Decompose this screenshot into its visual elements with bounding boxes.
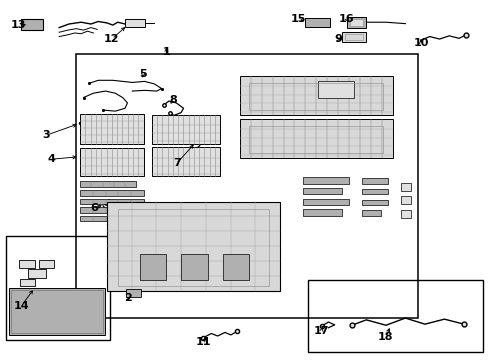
Bar	[317, 81, 353, 98]
Text: 3: 3	[42, 130, 50, 140]
Bar	[249, 83, 383, 110]
Bar	[80, 114, 143, 144]
Bar	[152, 115, 220, 144]
Text: 13: 13	[11, 20, 26, 30]
Bar	[181, 253, 207, 280]
Bar	[39, 260, 54, 268]
Bar	[80, 181, 136, 187]
Text: 8: 8	[168, 95, 176, 105]
Text: 7: 7	[173, 158, 181, 168]
Bar	[349, 19, 363, 26]
Text: 17: 17	[313, 325, 328, 336]
Text: 12: 12	[104, 34, 120, 44]
Bar	[140, 253, 166, 280]
Text: 14: 14	[14, 301, 29, 311]
Text: 1: 1	[163, 47, 170, 57]
Text: 2: 2	[124, 293, 132, 303]
Text: 4: 4	[47, 154, 55, 164]
Bar	[21, 19, 43, 30]
Bar	[152, 147, 220, 176]
Bar	[344, 34, 363, 40]
Bar	[126, 289, 141, 297]
Bar	[249, 126, 383, 153]
Bar	[303, 199, 348, 205]
Bar	[400, 183, 410, 191]
Bar	[303, 177, 348, 184]
Text: 9: 9	[333, 34, 342, 44]
Bar	[20, 279, 35, 286]
Bar	[19, 260, 35, 268]
Bar	[118, 209, 268, 286]
Bar	[307, 280, 483, 352]
Bar	[11, 290, 102, 333]
Bar	[361, 200, 387, 205]
Bar	[361, 211, 380, 216]
Bar	[80, 216, 143, 221]
Bar	[5, 235, 110, 339]
Bar	[27, 269, 46, 278]
Text: 18: 18	[377, 332, 393, 342]
Bar	[222, 253, 249, 280]
Bar	[107, 202, 280, 291]
Text: 15: 15	[290, 14, 305, 24]
Text: 6: 6	[90, 203, 98, 213]
Bar	[305, 18, 329, 27]
Bar	[9, 288, 104, 335]
Bar	[361, 178, 387, 184]
Bar	[239, 119, 392, 158]
Bar	[80, 190, 143, 196]
Bar	[303, 188, 341, 194]
Bar	[80, 199, 143, 204]
Bar	[80, 148, 143, 176]
Bar	[346, 17, 366, 28]
Text: 5: 5	[139, 69, 146, 79]
Bar	[303, 210, 341, 216]
Text: 16: 16	[338, 14, 354, 24]
Text: 10: 10	[412, 38, 428, 48]
Bar	[76, 54, 417, 318]
Bar	[400, 210, 410, 218]
Bar	[125, 19, 144, 27]
Text: 11: 11	[195, 337, 210, 347]
Bar	[361, 189, 387, 194]
Bar	[400, 197, 410, 204]
Bar	[80, 207, 143, 213]
Bar	[239, 76, 392, 116]
Bar	[341, 32, 366, 42]
